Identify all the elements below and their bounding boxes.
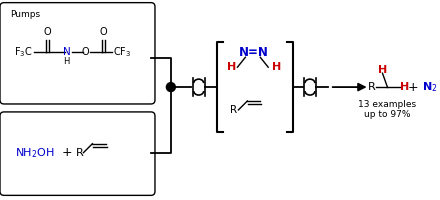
Text: O: O (44, 27, 51, 37)
Text: R: R (367, 82, 375, 92)
Text: +: + (408, 81, 418, 94)
Text: Pumps: Pumps (10, 10, 40, 19)
Text: 13 examples: 13 examples (358, 100, 417, 109)
FancyBboxPatch shape (0, 3, 155, 104)
Text: H: H (400, 82, 410, 92)
FancyBboxPatch shape (0, 112, 155, 195)
Text: CF$_3$: CF$_3$ (113, 45, 132, 59)
Text: O: O (100, 27, 108, 37)
Text: N=N: N=N (238, 46, 268, 59)
Text: H: H (378, 65, 387, 75)
Text: O: O (81, 47, 89, 57)
Text: R: R (76, 148, 83, 158)
Text: N: N (62, 47, 70, 57)
Text: up to 97%: up to 97% (364, 110, 411, 119)
Text: +: + (61, 146, 72, 159)
Text: NH$_2$OH: NH$_2$OH (15, 146, 55, 160)
Text: F$_3$C: F$_3$C (14, 45, 33, 59)
Circle shape (166, 83, 175, 92)
Text: R: R (231, 105, 238, 115)
Text: H: H (63, 57, 70, 66)
Text: H: H (227, 62, 236, 72)
Text: N$_2$: N$_2$ (422, 80, 438, 94)
Text: H: H (271, 62, 281, 72)
